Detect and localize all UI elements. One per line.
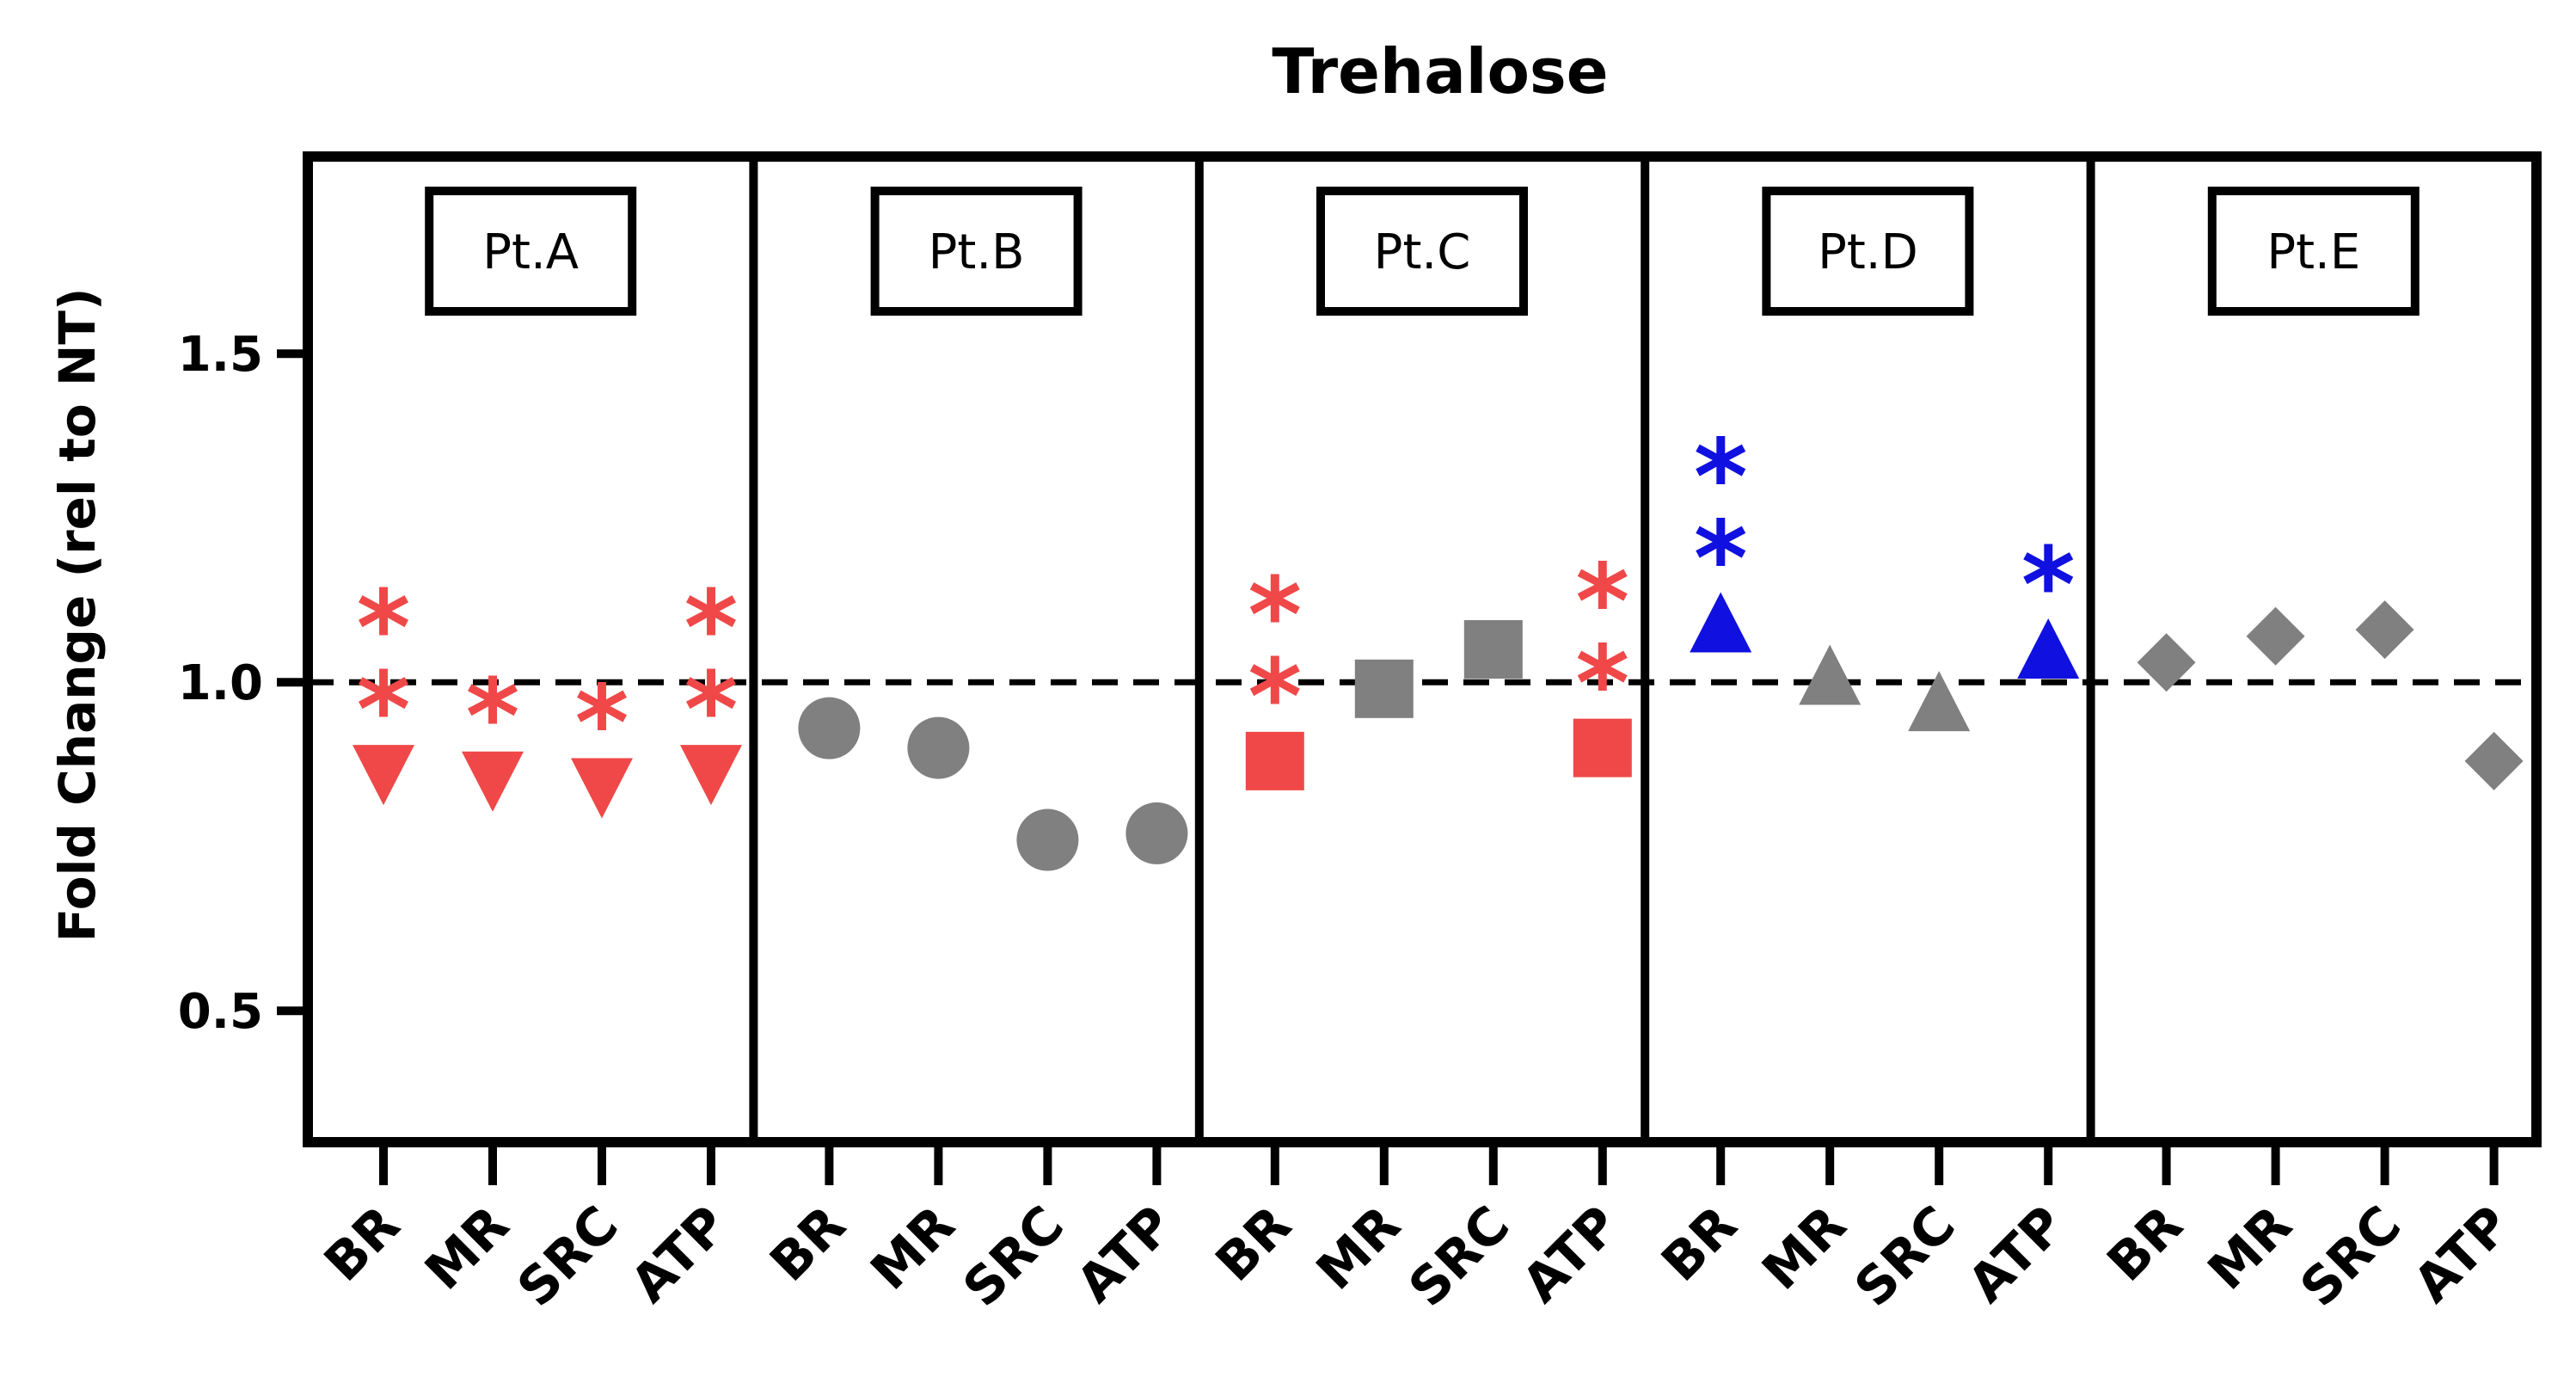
x-tick-label: MR <box>2197 1195 2303 1301</box>
significance-marker: * <box>2021 526 2076 646</box>
data-point <box>353 745 414 806</box>
x-tick-label: ATP <box>620 1195 739 1314</box>
data-point <box>907 716 970 779</box>
data-point <box>1354 659 1414 718</box>
panel-label: Pt.C <box>1374 224 1471 280</box>
x-tick-label: ATP <box>1957 1195 2076 1314</box>
data-point <box>1125 802 1188 864</box>
y-tick-label: 0.5 <box>178 984 263 1040</box>
x-tick-label: BR <box>2096 1195 2195 1294</box>
y-tick-label: 1.0 <box>178 655 263 711</box>
x-tick-label: SRC <box>1398 1195 1522 1319</box>
significance-marker: * <box>575 664 629 784</box>
data-point <box>2137 633 2196 692</box>
x-tick-label: SRC <box>952 1195 1076 1319</box>
x-tick-label: BR <box>313 1195 412 1294</box>
panel-label-box <box>2207 187 2420 316</box>
x-tick-label: BR <box>1650 1195 1749 1294</box>
chart-title: Trehalose <box>1272 35 1608 108</box>
data-point <box>2246 606 2305 666</box>
significance-marker: * <box>1248 638 1302 758</box>
x-tick-label: BR <box>1205 1195 1303 1294</box>
data-point <box>462 751 524 812</box>
data-point <box>1463 620 1523 679</box>
data-point <box>1799 644 1861 705</box>
panel-label-box <box>425 187 637 316</box>
panel-label: Pt.D <box>1818 224 1918 280</box>
x-tick-label: SRC <box>2289 1195 2413 1319</box>
significance-marker: * <box>684 651 739 771</box>
x-tick-label: ATP <box>1511 1195 1630 1314</box>
x-tick-label: ATP <box>2402 1195 2522 1314</box>
x-tick-label: MR <box>860 1195 966 1301</box>
data-point <box>1245 731 1304 790</box>
data-point <box>1016 808 1079 871</box>
x-tick-label: BR <box>758 1195 857 1294</box>
y-axis-label: Fold Change (rel to NT) <box>48 288 107 943</box>
data-point <box>2017 618 2080 679</box>
significance-marker: * <box>466 658 520 778</box>
panel-label: Pt.A <box>482 224 579 280</box>
x-tick-label: MR <box>1305 1195 1412 1301</box>
y-tick-label: 1.5 <box>178 327 263 383</box>
significance-marker: * <box>1575 544 1629 663</box>
panel-label-box <box>870 187 1083 316</box>
significance-marker: * <box>1248 556 1302 676</box>
panel-label-box <box>1762 187 1974 316</box>
data-point <box>798 697 861 759</box>
data-point <box>1573 718 1632 778</box>
data-point <box>1908 671 1971 732</box>
significance-marker: * <box>1694 418 1748 538</box>
x-tick-label: SRC <box>1843 1195 1967 1319</box>
x-tick-label: MR <box>1751 1195 1857 1301</box>
data-point <box>1690 592 1752 653</box>
plot-frame <box>303 151 2542 1147</box>
data-point <box>680 745 742 806</box>
x-tick-label: MR <box>414 1195 520 1301</box>
significance-marker: * <box>1694 500 1748 619</box>
significance-marker: * <box>357 651 411 771</box>
significance-marker: * <box>357 569 411 689</box>
data-point <box>571 758 633 819</box>
x-tick-label: ATP <box>1065 1195 1185 1314</box>
panel-label: Pt.E <box>2266 224 2360 280</box>
data-point <box>2464 731 2524 790</box>
panel-label: Pt.B <box>929 224 1025 280</box>
significance-marker: * <box>1575 625 1629 745</box>
x-tick-label: SRC <box>506 1195 630 1319</box>
significance-marker: * <box>684 569 739 689</box>
panel-label-box <box>1316 187 1528 316</box>
data-point <box>2355 600 2414 660</box>
